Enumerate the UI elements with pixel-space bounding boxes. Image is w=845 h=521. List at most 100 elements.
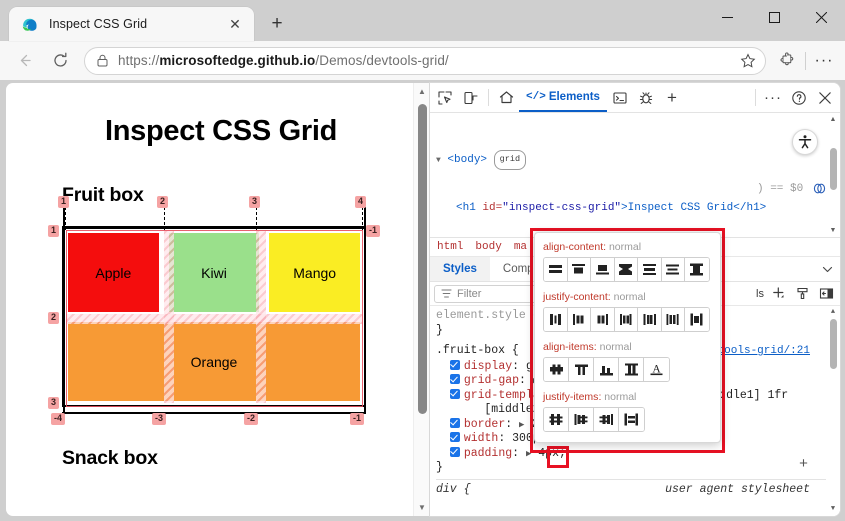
chevron-down-icon[interactable]	[821, 257, 834, 281]
justify-items-start-icon[interactable]	[569, 408, 594, 431]
align-content-end-icon[interactable]	[591, 258, 615, 281]
dom-tree-panel[interactable]: ▼ <body> grid <h1 id="inspect-css-grid">…	[430, 113, 840, 238]
help-icon[interactable]	[786, 85, 812, 111]
align-content-normal-icon[interactable]	[544, 258, 568, 281]
new-style-rule-button[interactable]	[768, 284, 788, 304]
dom-scroll-down-icon[interactable]: ▼	[829, 227, 837, 234]
value-expander-padding-icon[interactable]: ▶	[525, 448, 532, 459]
styles-scroll-thumb[interactable]	[829, 319, 837, 369]
element-classes-icon[interactable]	[792, 284, 812, 304]
value-padding[interactable]: 4px;	[538, 446, 566, 460]
dom-scroll-up-icon[interactable]: ▲	[829, 116, 837, 123]
back-button[interactable]	[8, 45, 40, 77]
page-scrollbar[interactable]: ▲ ▼	[413, 83, 430, 516]
justify-items-stretch-icon[interactable]	[619, 408, 644, 431]
justify-content-normal-icon[interactable]	[544, 308, 568, 331]
prop-padding[interactable]: padding	[463, 446, 513, 460]
align-content-start-icon[interactable]	[567, 258, 591, 281]
value-expander-border-icon[interactable]: ▶	[519, 419, 525, 430]
favorites-star-icon[interactable]	[735, 48, 761, 74]
filter-input[interactable]: Filter	[434, 284, 542, 303]
justify-content-space-between-icon[interactable]	[638, 308, 662, 331]
dom-scroll-thumb[interactable]	[829, 148, 837, 190]
justify-content-end-icon[interactable]	[591, 308, 615, 331]
accessibility-icon[interactable]	[792, 129, 818, 155]
grid-badge[interactable]: grid	[493, 150, 527, 170]
justify-content-stretch-icon[interactable]	[685, 308, 709, 331]
tab-title: Inspect CSS Grid	[49, 17, 148, 31]
declaration-checkbox-gap[interactable]	[449, 374, 460, 384]
declaration-checkbox-padding[interactable]	[449, 446, 460, 457]
align-items-start-icon[interactable]	[569, 358, 594, 381]
add-declaration-button[interactable]: +	[798, 456, 808, 473]
add-panel-button[interactable]: +	[666, 87, 677, 107]
close-button[interactable]	[798, 0, 845, 34]
breadcrumb-item-body[interactable]: body	[475, 241, 502, 253]
styles-scroll-track[interactable]	[826, 319, 840, 503]
toggle-element-state-label[interactable]: ls	[756, 287, 764, 300]
console-icon[interactable]	[607, 85, 633, 111]
prop-width[interactable]: width	[463, 432, 499, 445]
grid-line-bottom	[62, 412, 366, 414]
justify-content-center-icon[interactable]	[614, 308, 638, 331]
justify-content-space-around-icon[interactable]	[661, 308, 685, 331]
breadcrumb-item-main[interactable]: ma	[513, 241, 528, 253]
scroll-down-arrow-icon[interactable]: ▼	[418, 503, 426, 512]
align-content-center-icon[interactable]	[614, 258, 638, 281]
reload-button[interactable]	[44, 45, 76, 77]
declaration-padding[interactable]: padding: ▶ 4px;	[436, 446, 826, 462]
styles-scroll-down-icon[interactable]: ▼	[830, 505, 836, 514]
grid-alignment-editor-popup[interactable]: align-content: normal justify-content: n…	[534, 232, 721, 443]
prop-grid-gap[interactable]: grid-gap	[463, 374, 520, 387]
styles-scroll-up-icon[interactable]: ▲	[830, 308, 836, 317]
scroll-up-arrow-icon[interactable]: ▲	[418, 87, 426, 96]
align-content-stretch-icon[interactable]	[685, 258, 709, 281]
home-icon[interactable]	[493, 85, 519, 111]
maximize-button[interactable]	[751, 0, 798, 34]
justify-items-normal-icon[interactable]	[544, 408, 569, 431]
prop-border[interactable]: border	[463, 417, 506, 431]
address-bar[interactable]: https://microsoftedge.github.io/Demos/de…	[84, 46, 766, 75]
tab-close-icon[interactable]: ✕	[229, 16, 241, 32]
align-content-space-around-icon[interactable]	[661, 258, 685, 281]
dom-line-h1[interactable]: <h1 id="inspect-css-grid">Inspect CSS Gr…	[430, 200, 840, 217]
justify-items-end-icon[interactable]	[594, 408, 619, 431]
align-items-center-icon[interactable]	[619, 358, 644, 381]
new-tab-button[interactable]: +	[271, 13, 283, 34]
align-items-baseline-icon[interactable]: A	[644, 358, 669, 381]
extensions-icon[interactable]	[772, 46, 802, 76]
rule-fruit-box[interactable]: .fruit-box {vtools-grid/:21	[436, 344, 826, 359]
dom-tree-scrollbar[interactable]: ▲ ▼	[826, 113, 840, 237]
declaration-checkbox-width[interactable]	[449, 432, 460, 442]
web-page-viewport: Inspect CSS Grid Fruit box Apple Kiwi Ma…	[0, 80, 430, 521]
inspect-element-icon[interactable]	[432, 85, 458, 111]
minimize-button[interactable]	[704, 0, 751, 34]
declaration-checkbox[interactable]	[449, 359, 460, 370]
rule-user-agent[interactable]: div {user agent stylesheet	[436, 480, 826, 498]
disclosure-triangle-icon[interactable]: ▼	[436, 156, 441, 165]
device-emulation-icon[interactable]	[458, 85, 484, 111]
declaration-checkbox-gtc[interactable]	[449, 388, 460, 399]
align-items-normal-icon[interactable]	[544, 358, 569, 381]
tab-styles[interactable]: Styles	[430, 257, 490, 281]
align-content-space-between-icon[interactable]	[638, 258, 662, 281]
debug-bug-icon[interactable]	[633, 85, 659, 111]
breadcrumb-item-html[interactable]: html	[437, 241, 464, 253]
styles-scrollbar[interactable]: ▲ ▼	[826, 306, 840, 516]
tab-elements[interactable]: </> Elements	[519, 84, 607, 112]
dom-scroll-track[interactable]	[826, 126, 840, 224]
style-source-icon[interactable]	[812, 181, 827, 201]
prop-display[interactable]: display	[463, 359, 513, 373]
browser-tab[interactable]: Inspect CSS Grid ✕	[9, 7, 254, 41]
align-items-end-icon[interactable]	[594, 358, 619, 381]
layout-panel-icon[interactable]	[816, 284, 836, 304]
justify-content-start-icon[interactable]	[567, 308, 591, 331]
browser-settings-button[interactable]: ···	[814, 51, 834, 69]
devtools-more-button[interactable]: ···	[764, 89, 782, 106]
dom-line-body[interactable]: ▼ <body> grid	[430, 150, 840, 170]
declaration-checkbox-border[interactable]	[449, 417, 460, 428]
devtools-close-icon[interactable]	[812, 85, 838, 111]
page-scroll-thumb[interactable]	[418, 104, 427, 414]
rule-source-link[interactable]: vtools-grid/:21	[710, 345, 810, 357]
page-scroll-track[interactable]	[414, 100, 430, 499]
